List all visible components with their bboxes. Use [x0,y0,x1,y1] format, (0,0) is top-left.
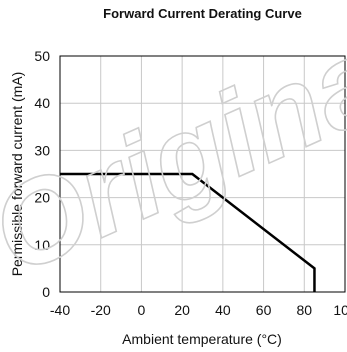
x-tick-label: 100 [333,302,347,318]
y-tick-label: 30 [34,142,50,158]
y-tick-label: 50 [34,48,50,64]
chart-title: Forward Current Derating Curve [103,6,302,21]
x-axis-label: Ambient temperature (°C) [122,331,282,347]
x-tick-label: -40 [50,302,70,318]
x-tick-label: 80 [296,302,312,318]
x-tick-labels: -40 -20 0 20 40 60 80 100 [50,302,347,318]
y-tick-label: 40 [34,95,50,111]
series-layer [60,172,316,292]
y-tick-labels: 0 10 20 30 40 50 [34,48,50,300]
x-tick-label: 20 [174,302,190,318]
x-tick-label: 40 [215,302,231,318]
x-tick-label: -20 [91,302,111,318]
y-tick-label: 0 [42,284,50,300]
x-tick-label: 0 [138,302,146,318]
derating-curve-line [60,172,316,292]
x-tick-label: 60 [256,302,272,318]
y-tick-label: 20 [34,190,50,206]
y-axis-label: Permissible forward current (mA) [9,72,25,277]
y-tick-label: 10 [34,237,50,253]
